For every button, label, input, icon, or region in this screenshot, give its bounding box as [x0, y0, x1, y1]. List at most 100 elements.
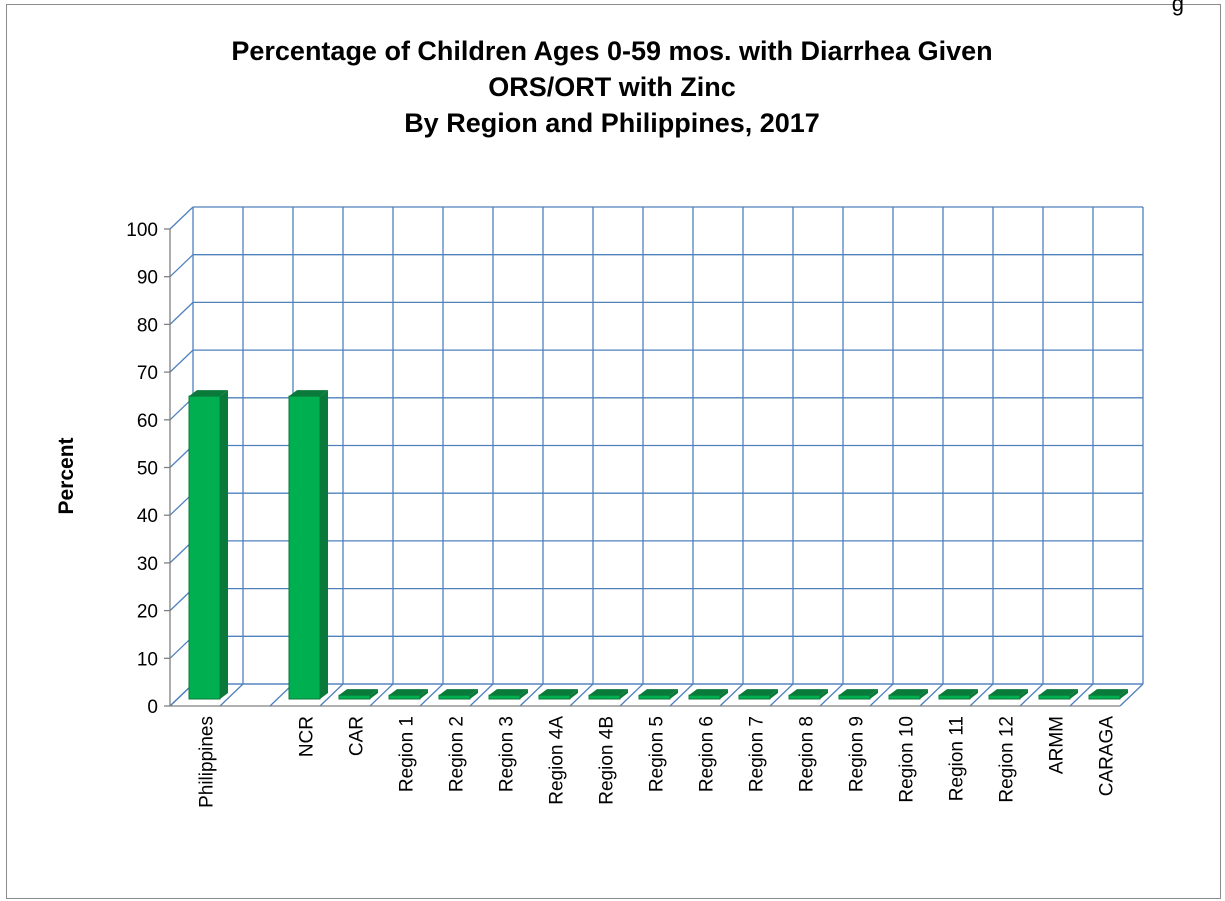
bar-side-face [720, 689, 728, 699]
bar-front-face [338, 694, 371, 700]
floor-line-8 [569, 683, 594, 707]
chart-title: Percentage of Children Ages 0-59 mos. wi… [231, 36, 992, 138]
bar-side-face [670, 689, 678, 699]
x-axis-categories: Philippines NCR CAR Region 1 Region 2 Region … [197, 716, 1118, 808]
bar-side-face [620, 689, 628, 699]
bar-side-face [220, 390, 228, 699]
y-tick-label-60: 60 [137, 411, 158, 432]
bar-front-face [888, 694, 921, 700]
bar-side-face [570, 689, 578, 699]
bar-front-face [738, 694, 771, 700]
bar-top-face [939, 689, 978, 696]
x-category-label-car: CAR [347, 716, 368, 756]
floor-line-19 [1119, 683, 1144, 707]
bar-front-face [588, 694, 621, 700]
side-gridline-80 [169, 301, 194, 325]
bar-top-face [839, 689, 878, 696]
bar-region-1 [388, 689, 428, 700]
floor-line-7 [519, 683, 544, 707]
bar-side-face [920, 689, 928, 699]
x-category-label-armm: ARMM [1047, 716, 1068, 774]
floor-line-1 [219, 683, 244, 707]
bar-front-face [538, 694, 571, 700]
bar-region-10 [888, 689, 928, 700]
y-tick-label-100: 100 [126, 220, 158, 241]
y-tick-label-50: 50 [137, 459, 158, 480]
floor-line-14 [869, 683, 894, 707]
bar-side-face [370, 689, 378, 699]
chart-title-line-2: ORS/ORT with Zinc [488, 72, 736, 102]
bar-front-face [388, 694, 421, 700]
bar-top-face [189, 390, 228, 397]
bar-region-12 [988, 689, 1028, 700]
floor-line-12 [769, 683, 794, 707]
bar-front-face [188, 395, 221, 700]
x-category-label-region-2: Region 2 [447, 716, 468, 792]
bar-side-face [420, 689, 428, 699]
side-gridline-70 [169, 349, 194, 373]
bar-region-9 [838, 689, 878, 700]
bar-top-face [589, 689, 628, 696]
bar-top-face [339, 689, 378, 696]
bar-top-face [1089, 689, 1128, 696]
y-tick-label-10: 10 [137, 649, 158, 670]
bar-top-face [789, 689, 828, 696]
bar-side-face [320, 390, 328, 699]
bar-series [188, 390, 1128, 700]
bar-top-face [289, 390, 328, 397]
x-category-label-region-7: Region 7 [747, 716, 768, 792]
side-gridline-100 [169, 206, 194, 230]
bar-side-face [520, 689, 528, 699]
bar-front-face [988, 694, 1021, 700]
bar-side-face [770, 689, 778, 699]
bar-front-face [838, 694, 871, 700]
bar-front-face [1038, 694, 1071, 700]
bar-top-face [1039, 689, 1078, 696]
chart-title-line-3: By Region and Philippines, 2017 [404, 108, 820, 138]
bar-top-face [439, 689, 478, 696]
bar-side-face [470, 689, 478, 699]
y-tick-label-20: 20 [137, 602, 158, 623]
y-tick-label-90: 90 [137, 268, 158, 289]
bar-side-face [820, 689, 828, 699]
bar-front-face [788, 694, 821, 700]
bar-top-face [739, 689, 778, 696]
floor-line-15 [919, 683, 944, 707]
bar-front-face [438, 694, 471, 700]
x-category-label-region-9: Region 9 [847, 716, 868, 792]
bar-top-face [989, 689, 1028, 696]
y-tick-label-30: 30 [137, 554, 158, 575]
x-category-label-region-10: Region 10 [897, 716, 918, 803]
bar-front-face [488, 694, 521, 700]
bar-top-face [639, 689, 678, 696]
y-tick-label-80: 80 [137, 315, 158, 336]
x-category-label-region-5: Region 5 [647, 716, 668, 792]
bar-side-face [970, 689, 978, 699]
bar-armm [1038, 689, 1078, 700]
header-fragment: g [1171, 0, 1184, 16]
floor-line-11 [719, 683, 744, 707]
x-category-label-region-12: Region 12 [997, 716, 1018, 803]
floor-line-5 [419, 683, 444, 707]
bar-region-11 [938, 689, 978, 700]
bar-region-2 [438, 689, 478, 700]
floor-line-6 [469, 683, 494, 707]
bar-front-face [638, 694, 671, 700]
x-category-label-ncr: NCR [297, 716, 318, 757]
chart-walls [169, 206, 1144, 707]
bar-region-4a [538, 689, 578, 700]
floor-line-13 [819, 683, 844, 707]
y-tick-label-40: 40 [137, 506, 158, 527]
bar-top-face [389, 689, 428, 696]
x-category-label-region-4a: Region 4A [547, 716, 568, 805]
bar-front-face [688, 694, 721, 700]
bar-region-8 [788, 689, 828, 700]
bar-side-face [870, 689, 878, 699]
bar-car [338, 689, 378, 700]
floor-line-9 [619, 683, 644, 707]
bar-front-face [288, 395, 321, 700]
x-category-label-region-11: Region 11 [947, 716, 968, 801]
floor-line-4 [369, 683, 394, 707]
x-category-label-region-1: Region 1 [397, 716, 418, 792]
